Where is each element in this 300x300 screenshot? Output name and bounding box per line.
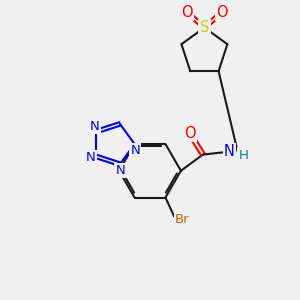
Text: S: S — [200, 20, 209, 35]
Text: H: H — [238, 149, 248, 162]
Text: O: O — [184, 126, 196, 141]
Text: N: N — [86, 152, 96, 164]
Text: N: N — [90, 120, 100, 133]
Text: N: N — [224, 144, 235, 159]
Text: O: O — [216, 5, 228, 20]
Text: N: N — [130, 144, 140, 157]
Text: N: N — [116, 164, 125, 177]
Text: O: O — [181, 5, 193, 20]
Text: Br: Br — [175, 213, 190, 226]
